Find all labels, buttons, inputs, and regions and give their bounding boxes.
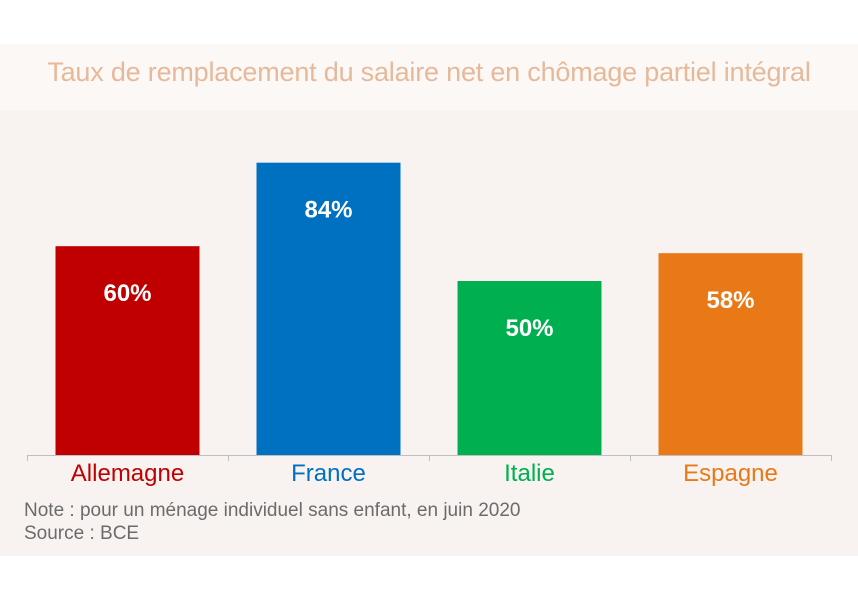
bar-italie — [457, 281, 602, 455]
chart-note: Note : pour un ménage individuel sans en… — [24, 500, 521, 521]
chart-source: Source : BCE — [24, 523, 140, 544]
title-band — [0, 44, 858, 110]
data-label-allemagne: 60% — [103, 280, 151, 307]
data-label-france: 84% — [304, 197, 352, 224]
bar-allemagne — [55, 246, 200, 455]
data-label-espagne: 58% — [706, 287, 754, 314]
tick-label-france: France — [291, 460, 366, 487]
bar-france — [256, 162, 401, 455]
tick-label-espagne: Espagne — [683, 460, 778, 487]
tick-label-italie: Italie — [504, 460, 555, 487]
data-label-italie: 50% — [505, 315, 553, 342]
tick-label-allemagne: Allemagne — [71, 460, 184, 487]
bar-espagne — [658, 253, 803, 455]
chart-title: Taux de remplacement du salaire net en c… — [47, 57, 811, 87]
